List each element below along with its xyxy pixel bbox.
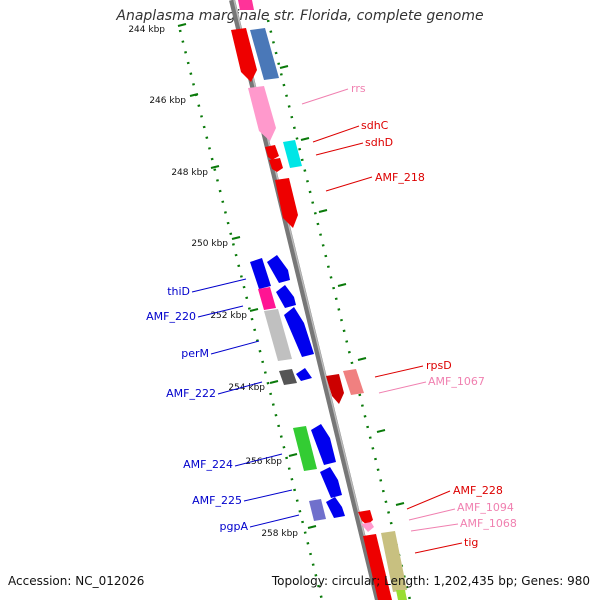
tick-254 (269, 380, 279, 384)
label-AMF_1067: AMF_1067 (428, 375, 485, 388)
tick-label-246: 246 kbp (149, 96, 186, 106)
label-tig: tig (464, 536, 478, 549)
gene-olive (381, 531, 407, 592)
label-thiD: thiD (167, 285, 190, 298)
gene-AMF_1094 (361, 522, 374, 532)
gene-AMF_222-blue (296, 368, 312, 381)
label-pgpA: pgpA (220, 520, 249, 533)
gene-thiD-left (250, 258, 271, 289)
label-sdhC: sdhC (361, 119, 389, 132)
gene-AMF_222-dark (279, 369, 297, 385)
tick-label-248: 248 kbp (171, 168, 208, 178)
tick-label-250: 250 kbp (191, 239, 228, 249)
gene-AMF_220-magenta (258, 287, 276, 310)
reverse-gene-labels: rrs sdhC sdhD AMF_218 rpsD AMF_1067 AMF_… (351, 82, 517, 549)
tick-label-252: 252 kbp (210, 311, 247, 321)
gene-lime (396, 590, 407, 600)
label-rpsD: rpsD (426, 359, 452, 372)
gene-AMF_1067 (343, 369, 364, 395)
gene-rrs (248, 86, 276, 141)
gene-sdhC (265, 145, 279, 160)
tick-label-256: 256 kbp (245, 457, 282, 467)
gene-tig (363, 534, 392, 600)
leader-lines (191, 88, 463, 554)
tick-244 (177, 23, 187, 27)
tick-label-258: 258 kbp (261, 529, 298, 539)
gene-top-pink (238, 0, 254, 10)
reverse-strand-genes (231, 0, 407, 600)
label-AMF_220: AMF_220 (146, 310, 196, 323)
gene-pgpA-blue (326, 497, 345, 518)
label-AMF_224: AMF_224 (183, 458, 233, 471)
gene-thiD-right (267, 255, 290, 283)
forward-strand-genes (250, 255, 345, 521)
label-AMF_218: AMF_218 (375, 171, 425, 184)
tick-label-254: 254 kbp (228, 383, 265, 393)
label-rrs: rrs (351, 82, 366, 95)
tick-labels: 244 kbp 246 kbp 248 kbp 250 kbp 252 kbp … (128, 25, 298, 539)
label-AMF_228: AMF_228 (453, 484, 503, 497)
gene-red-1 (231, 28, 257, 82)
label-sdhD: sdhD (365, 136, 393, 149)
gene-AMF_220-blue (276, 285, 296, 308)
ruler-ticks (177, 23, 405, 529)
gene-AMF_224-blue (311, 424, 336, 465)
gene-AMF_224-green (293, 426, 317, 471)
gene-rpsD (326, 374, 344, 404)
gene-AMF_225 (320, 467, 342, 498)
label-AMF_225: AMF_225 (192, 494, 242, 507)
label-AMF_1094: AMF_1094 (457, 501, 514, 514)
tick-label-244: 244 kbp (128, 25, 165, 35)
gene-pgpA-slate (309, 499, 326, 521)
gene-steelblue (250, 28, 279, 80)
label-AMF_1068: AMF_1068 (460, 517, 517, 530)
label-AMF_222: AMF_222 (166, 387, 216, 400)
tick-256 (288, 453, 298, 457)
tick-246 (189, 93, 199, 97)
gene-AMF_218 (275, 178, 298, 228)
tick-252 (249, 308, 259, 312)
label-perM: perM (181, 347, 209, 360)
gene-perM-blue (284, 307, 314, 357)
gene-cyan (283, 140, 302, 168)
tick-250 (231, 236, 241, 240)
gene-sdhD (269, 158, 283, 172)
forward-gene-labels: thiD AMF_220 perM AMF_222 AMF_224 AMF_22… (146, 285, 248, 533)
accession-text: Accession: NC_012026 (8, 574, 145, 588)
map-title: Anaplasma marginale str. Florida, comple… (116, 8, 484, 24)
genome-summary-text: Topology: circular; Length: 1,202,435 bp… (271, 574, 590, 588)
outer-ruler (266, 19, 412, 600)
gene-perM-gray (264, 309, 292, 361)
tick-258 (307, 525, 317, 529)
gene-AMF_228 (358, 510, 373, 525)
tick-248 (210, 165, 220, 169)
inner-ruler (178, 29, 324, 600)
